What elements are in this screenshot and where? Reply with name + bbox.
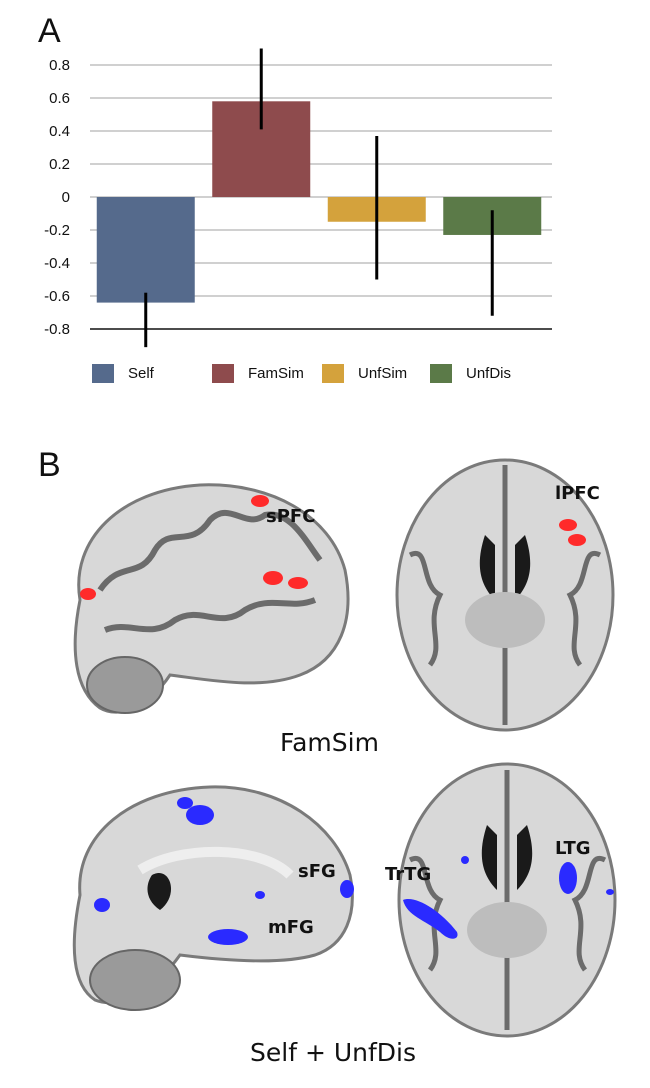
activation-blob bbox=[186, 805, 214, 825]
panel-a-label: A bbox=[38, 12, 61, 50]
bar-chart: 0.8 0.6 0.4 0.2 0 -0.2 -0.4 -0.6 -0.8 bbox=[44, 48, 552, 348]
thalamus bbox=[465, 592, 545, 648]
bar-self bbox=[96, 197, 195, 303]
legend-label-famsim: FamSim bbox=[248, 365, 304, 382]
brain-outline bbox=[72, 785, 354, 1005]
legend-swatch-famsim bbox=[212, 364, 234, 383]
cerebellum bbox=[89, 949, 181, 1011]
y-tick-label: -0.8 bbox=[44, 321, 70, 338]
activation-blob bbox=[606, 889, 614, 895]
activation-blob bbox=[208, 929, 248, 945]
brain-axial-famsim: lPFC bbox=[395, 458, 615, 732]
y-tick-label: 0.8 bbox=[49, 57, 70, 74]
ventricle bbox=[147, 873, 172, 910]
legend-label-self: Self bbox=[128, 365, 154, 382]
caption-famsim: FamSim bbox=[280, 728, 379, 757]
y-tick-label: -0.4 bbox=[44, 255, 70, 272]
legend-swatch-unfdis bbox=[430, 364, 452, 383]
brain-outline bbox=[73, 483, 350, 714]
grid-lines bbox=[90, 64, 552, 330]
y-tick-label: -0.2 bbox=[44, 222, 70, 239]
y-tick-label: -0.6 bbox=[44, 288, 70, 305]
legend-swatch-self bbox=[92, 364, 114, 383]
activation-blob bbox=[255, 891, 265, 899]
y-tick-label: 0.6 bbox=[49, 90, 70, 107]
region-label-spfc: sPFC bbox=[266, 506, 315, 527]
bars bbox=[96, 101, 542, 303]
brain-gyri bbox=[408, 770, 607, 1030]
activation-blob bbox=[340, 880, 354, 898]
legend-item-unfdis: UnfDis bbox=[430, 364, 540, 383]
legend-label-unfsim: UnfSim bbox=[358, 365, 408, 382]
thalamus bbox=[467, 902, 547, 958]
legend-swatch-unfsim bbox=[322, 364, 344, 383]
activation-blob bbox=[80, 588, 96, 600]
brain-sagittal-self-unfdis: sFG mFG bbox=[72, 785, 354, 1011]
panel-b-label: B bbox=[38, 446, 61, 484]
activation-blob bbox=[461, 856, 469, 864]
y-tick-label: 0.4 bbox=[49, 123, 70, 140]
activation-blob bbox=[559, 862, 577, 894]
activation-blob bbox=[251, 495, 269, 507]
cerebellum bbox=[86, 656, 164, 714]
corpus-callosum bbox=[137, 846, 294, 879]
activation-blob bbox=[94, 898, 110, 912]
y-tick-label: 0.2 bbox=[49, 156, 70, 173]
y-tick-labels: 0.8 0.6 0.4 0.2 0 -0.2 -0.4 -0.6 -0.8 bbox=[44, 57, 70, 338]
region-label-trtg: TrTG bbox=[385, 864, 431, 885]
ventricles bbox=[479, 535, 531, 600]
region-label-sfg: sFG bbox=[298, 861, 336, 882]
region-label-ltg: LTG bbox=[555, 838, 591, 859]
region-label-lpfc: lPFC bbox=[555, 483, 600, 504]
error-bars bbox=[144, 48, 494, 348]
brain-sagittal-famsim: sPFC bbox=[73, 483, 350, 714]
ventricles bbox=[481, 825, 533, 890]
legend-item-famsim: FamSim bbox=[212, 364, 322, 383]
brain-axial-self-unfdis: TrTG LTG bbox=[385, 762, 617, 1038]
caption-self-unfdis: Self + UnfDis bbox=[250, 1038, 417, 1067]
activation-blob bbox=[177, 797, 193, 809]
legend-label-unfdis: UnfDis bbox=[466, 365, 512, 382]
activation-blob bbox=[288, 577, 308, 589]
activation-blob bbox=[568, 534, 586, 546]
activation-blob bbox=[559, 519, 577, 531]
chart-legend: Self FamSim UnfSim UnfDis bbox=[92, 364, 540, 383]
y-tick-label: 0 bbox=[62, 189, 70, 206]
activation-blob bbox=[263, 571, 283, 585]
legend-item-unfsim: UnfSim bbox=[322, 364, 430, 383]
activation-blob bbox=[403, 899, 458, 939]
brain-gyri bbox=[97, 509, 323, 633]
region-label-mfg: mFG bbox=[268, 917, 314, 938]
legend-item-self: Self bbox=[92, 364, 212, 383]
